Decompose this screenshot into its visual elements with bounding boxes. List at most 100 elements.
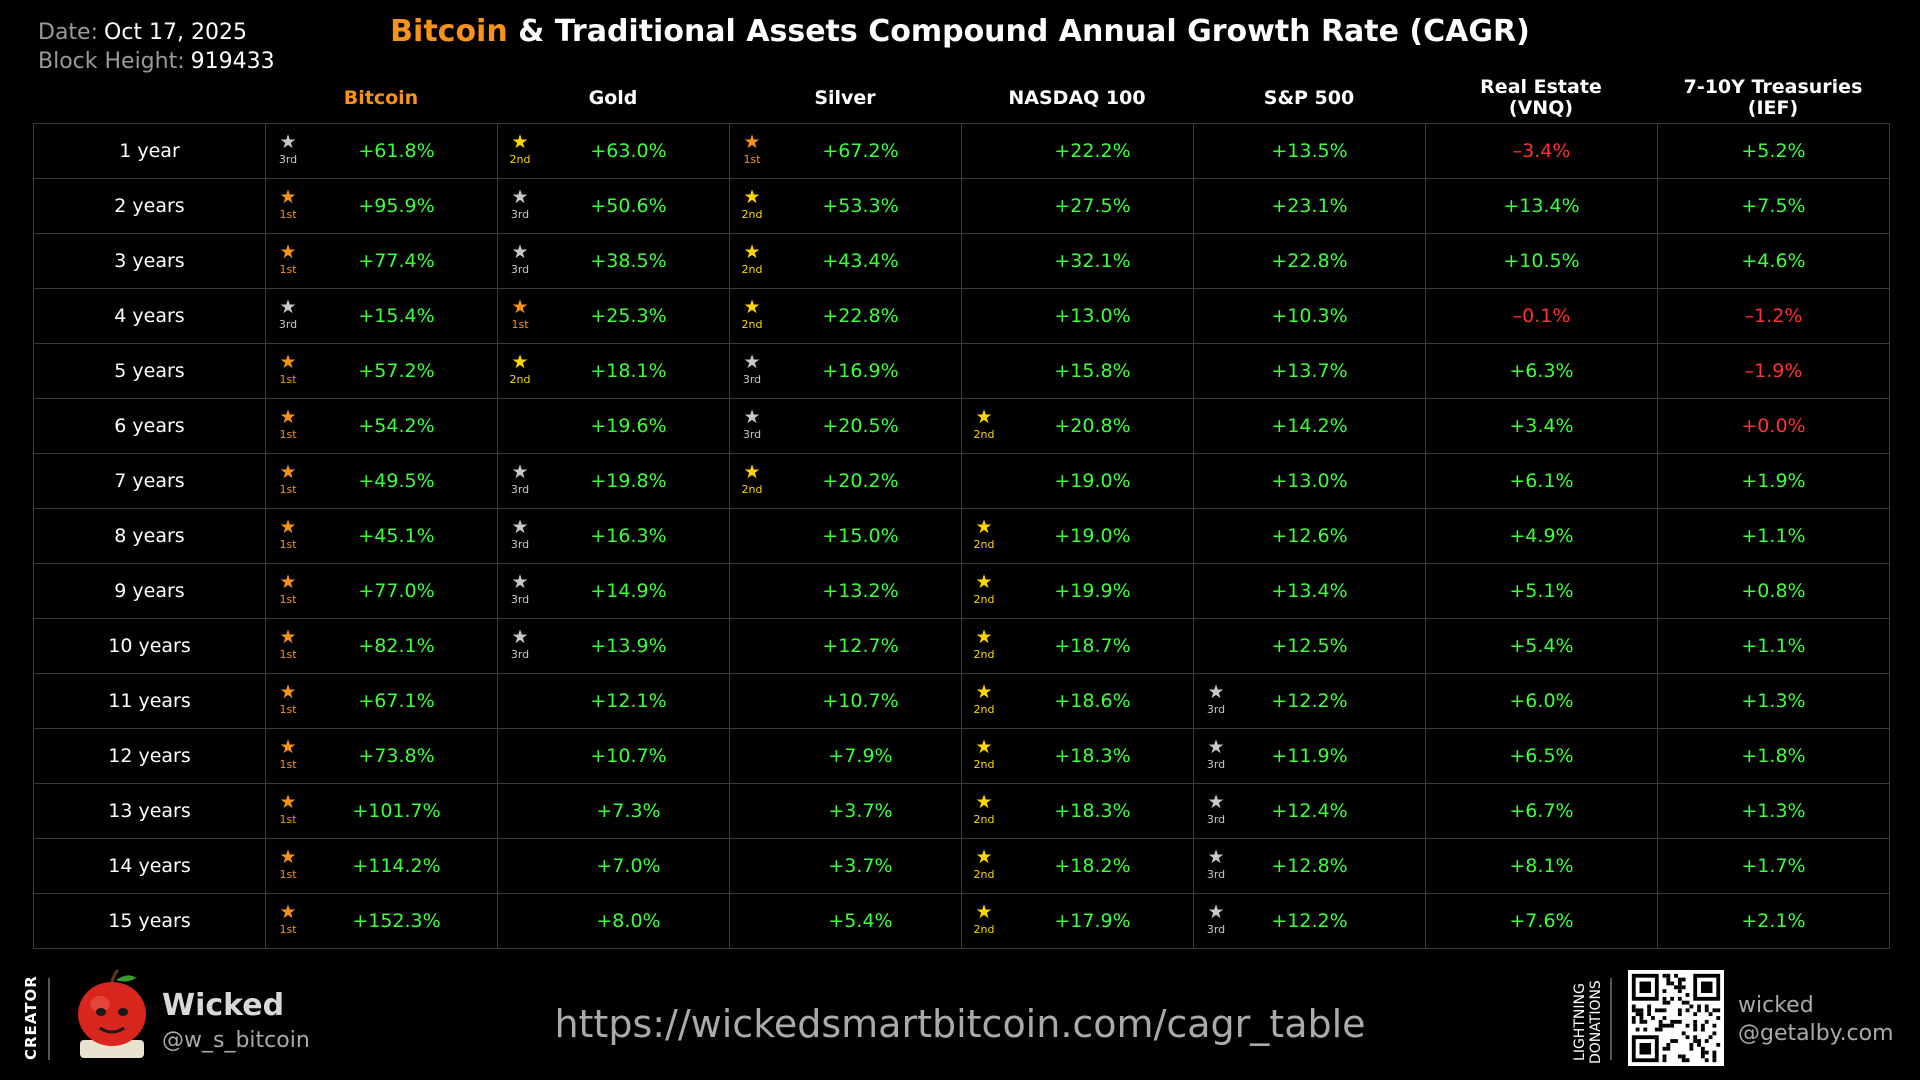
rank-badge: ★ 1st	[740, 131, 764, 166]
cagr-value: +22.2%	[1054, 140, 1131, 162]
value-cell: +45.1% ★ 1st	[265, 508, 498, 564]
creator-handle: @w_s_bitcoin	[162, 1028, 310, 1053]
table-row: 1 year +61.8% ★ 3rd +63.0% ★ 2nd +67.2% ★ 1st +22.…	[33, 123, 1890, 179]
cagr-value: +13.7%	[1271, 360, 1348, 382]
cagr-value: +0.0%	[1741, 415, 1806, 437]
star-icon: ★	[511, 461, 529, 483]
value-cell: +5.1%	[1425, 563, 1658, 619]
cagr-value: +95.9%	[358, 195, 435, 217]
rank-label: 3rd	[1206, 813, 1226, 826]
column-headers: Bitcoin Gold Silver NASDAQ 100 S&P 500 Real E…	[0, 72, 1920, 124]
value-cell: +13.7%	[1193, 343, 1426, 399]
rank-badge: ★ 1st	[276, 243, 300, 276]
table-row: 3 years +77.4% ★ 1st +38.5% ★ 3rd +43.4% ★ 2nd +32…	[33, 233, 1890, 289]
star-icon: ★	[279, 736, 297, 758]
title-bitcoin: Bitcoin	[390, 14, 508, 49]
period-cell: 3 years	[33, 233, 266, 289]
cagr-value: +8.0%	[596, 910, 661, 932]
cagr-value: +12.7%	[822, 635, 899, 657]
value-cell: +12.5%	[1193, 618, 1426, 674]
column-header: S&P 500	[1263, 86, 1355, 109]
rank-badge: ★ 3rd	[508, 518, 532, 551]
value-cell: +14.2%	[1193, 398, 1426, 454]
star-icon: ★	[279, 516, 297, 538]
value-cell: +27.5%	[961, 178, 1194, 234]
table-row: 12 years +73.8% ★ 1st +10.7% +7.9% +18.3% ★ 2nd +…	[33, 728, 1890, 784]
value-cell: +6.5%	[1425, 728, 1658, 784]
cagr-value: +4.6%	[1741, 250, 1806, 272]
table-row: 9 years +77.0% ★ 1st +14.9% ★ 3rd +13.2% +19.9% ★…	[33, 563, 1890, 619]
period-cell: 7 years	[33, 453, 266, 509]
rank-badge: ★ 1st	[276, 573, 300, 606]
star-icon: ★	[1207, 681, 1225, 703]
rank-label: 2nd	[973, 703, 995, 716]
cagr-value: +12.6%	[1271, 525, 1348, 547]
rank-label: 2nd	[741, 208, 763, 221]
star-icon: ★	[511, 296, 529, 318]
value-cell: +1.9%	[1657, 453, 1890, 509]
table-row: 8 years +45.1% ★ 1st +16.3% ★ 3rd +15.0% +19.0% ★…	[33, 508, 1890, 564]
value-cell: +1.7%	[1657, 838, 1890, 894]
cagr-value: +14.9%	[590, 580, 667, 602]
rank-label: 3rd	[510, 648, 530, 661]
star-icon: ★	[279, 351, 297, 373]
rank-label: 3rd	[510, 593, 530, 606]
rank-badge: ★ 2nd	[508, 353, 532, 386]
cagr-value: +19.0%	[1054, 470, 1131, 492]
value-cell: +53.3% ★ 2nd	[729, 178, 962, 234]
cagr-value: +7.0%	[596, 855, 661, 877]
period-cell: 6 years	[33, 398, 266, 454]
value-cell: +2.1%	[1657, 893, 1890, 949]
table-row: 14 years +114.2% ★ 1st +7.0% +3.7% +18.2% ★ 2nd +…	[33, 838, 1890, 894]
creator-divider	[48, 978, 50, 1060]
value-cell: +10.3%	[1193, 288, 1426, 344]
rank-label: 3rd	[1206, 758, 1226, 771]
cagr-value: +45.1%	[358, 525, 435, 547]
cagr-value: +7.3%	[596, 800, 661, 822]
qr-code-icon[interactable]	[1628, 970, 1724, 1066]
rank-badge: ★ 3rd	[508, 461, 532, 496]
cagr-value: +13.5%	[1271, 140, 1348, 162]
rank-label: 1st	[279, 758, 297, 771]
cagr-value: +1.1%	[1741, 525, 1806, 547]
star-icon: ★	[511, 571, 529, 593]
value-cell: +22.8%	[1193, 233, 1426, 289]
lightning-address[interactable]: wicked @getalby.com	[1738, 992, 1894, 1048]
cagr-value: +49.5%	[358, 470, 435, 492]
star-icon: ★	[743, 131, 761, 153]
value-cell: –3.4%	[1425, 123, 1658, 179]
value-cell: +7.0%	[497, 838, 730, 894]
value-cell: +15.0%	[729, 508, 962, 564]
value-cell: +77.0% ★ 1st	[265, 563, 498, 619]
cagr-value: +18.1%	[590, 360, 667, 382]
block-height-label: Block Height:	[38, 49, 185, 74]
cagr-value: +12.5%	[1271, 635, 1348, 657]
block-height-value: 919433	[190, 49, 275, 74]
cagr-value: +12.2%	[1271, 910, 1348, 932]
value-cell: +152.3% ★ 1st	[265, 893, 498, 949]
cagr-value: +3.7%	[828, 855, 893, 877]
cagr-value: +20.8%	[1054, 415, 1131, 437]
rank-label: 3rd	[510, 263, 530, 276]
cagr-value: +18.6%	[1054, 690, 1131, 712]
value-cell: –1.2%	[1657, 288, 1890, 344]
value-cell: +19.9% ★ 2nd	[961, 563, 1194, 619]
rank-badge: ★ 1st	[276, 628, 300, 661]
value-cell: +7.9%	[729, 728, 962, 784]
cagr-value: –1.2%	[1744, 305, 1803, 327]
column-header: Gold	[588, 86, 638, 109]
period-cell: 1 year	[33, 123, 266, 179]
site-url-link[interactable]: https://wickedsmartbitcoin.com/cagr_tabl…	[554, 1002, 1366, 1046]
star-icon: ★	[975, 901, 993, 923]
cagr-value: +12.2%	[1271, 690, 1348, 712]
value-cell: +6.3%	[1425, 343, 1658, 399]
period-cell: 2 years	[33, 178, 266, 234]
rank-badge: ★ 1st	[276, 188, 300, 221]
star-icon: ★	[1207, 846, 1225, 868]
rank-label: 3rd	[278, 153, 298, 166]
rank-label: 1st	[279, 208, 297, 221]
cagr-value: +6.1%	[1509, 470, 1574, 492]
value-cell: +12.2% ★ 3rd	[1193, 673, 1426, 729]
lightning-donations-label: LIGHTNING DONATIONS	[1572, 980, 1604, 1064]
cagr-value: +4.9%	[1509, 525, 1574, 547]
